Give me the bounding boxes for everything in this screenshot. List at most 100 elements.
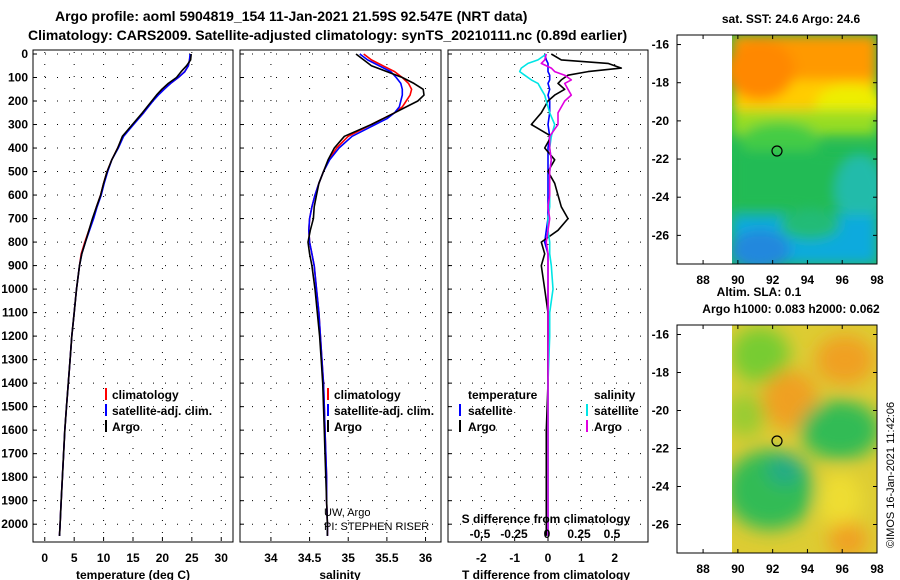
depth-tick-label: 200 [8, 94, 28, 108]
legend-sal-argo: Argo [594, 420, 622, 434]
depth-tick-label: 1400 [1, 376, 28, 390]
depth-tick-label: 400 [8, 141, 28, 155]
legend-climatology: climatology [334, 388, 401, 402]
legend-argo: Argo [334, 420, 362, 434]
x-tick-label: 34.5 [298, 551, 322, 565]
salinity-panel-frame [239, 49, 442, 543]
map-y-tick-label: -16 [652, 38, 670, 52]
sst-map-image [732, 35, 877, 264]
s-tick: -0.25 [500, 527, 528, 541]
map-y-tick-label: -20 [652, 404, 670, 418]
x-tick-label: 25 [185, 551, 199, 565]
map-x-tick-label: 88 [696, 273, 710, 287]
x-tick-label: 0 [41, 551, 48, 565]
map-x-tick-label: 90 [731, 562, 745, 576]
temperature-series-climatology [58, 53, 192, 536]
temperature-panel [58, 53, 192, 536]
map-x-tick-label: 92 [766, 562, 780, 576]
depth-tick-label: 1900 [1, 494, 28, 508]
salinity-series-climatology [307, 53, 413, 536]
legend-argo: Argo [112, 420, 140, 434]
title-line-1: Argo profile: aoml 5904819_154 11-Jan-20… [55, 8, 527, 24]
salinity-series-argo [307, 53, 425, 536]
temperature-xlabel: temperature (deg C) [76, 568, 190, 580]
map-y-tick-label: -26 [652, 518, 670, 532]
map-x-tick-label: 92 [766, 273, 780, 287]
difference-xlabel: T difference from climatology [462, 568, 630, 580]
difference-s-label: S difference from climatology [462, 512, 631, 526]
sla-map-frame [676, 324, 878, 554]
x-tick-label: 35 [342, 551, 356, 565]
x-tick-label: 20 [156, 551, 170, 565]
s-tick: 0 [544, 527, 551, 541]
x-tick-label: 15 [126, 551, 140, 565]
legend-temp-argo: Argo [468, 420, 496, 434]
x-tick-label: 36 [419, 551, 433, 565]
depth-tick-label: 1500 [1, 400, 28, 414]
salinity-legend: climatology satellite-adj. clim. Argo [327, 388, 434, 434]
map-y-tick-label: -20 [652, 114, 670, 128]
legend-header-salinity: salinity [594, 388, 636, 402]
map-x-tick-label: 88 [696, 562, 710, 576]
sst-map-frame [676, 34, 878, 265]
depth-tick-label: 1700 [1, 447, 28, 461]
depth-tick-label: 100 [8, 71, 28, 85]
difference-legend: temperature salinity satellite Argo sate… [459, 388, 639, 434]
salinity-xlabel: salinity [319, 568, 361, 580]
s-tick: -0.5 [470, 527, 491, 541]
credit-pi: PI: STEPHEN RISER [324, 521, 429, 533]
x-tick-label: 2 [611, 551, 618, 565]
depth-tick-label: 600 [8, 188, 28, 202]
x-tick-label: 5 [71, 551, 78, 565]
map-x-tick-label: 94 [801, 562, 815, 576]
map-x-tick-label: 96 [836, 273, 850, 287]
depth-tick-label: 0 [21, 47, 28, 61]
temperature-series-satellite-adj-clim- [58, 53, 191, 536]
sla-map-axes: 88 90 92 94 96 98 -16 -18 -20 -22 -24 -26 [652, 325, 884, 576]
depth-tick-label: 2000 [1, 517, 28, 531]
depth-tick-label: 1000 [1, 282, 28, 296]
legend-sal-satellite: satellite [594, 404, 639, 418]
depth-tick-label: 1200 [1, 329, 28, 343]
sla-argo-marker [771, 435, 783, 447]
legend-header-temperature: temperature [468, 388, 538, 402]
salinity-panel [307, 53, 425, 536]
map-y-tick-label: -26 [652, 228, 670, 242]
sst-argo-marker [771, 145, 783, 157]
x-tick-label: 1 [578, 551, 585, 565]
panel-grids: 0 5 10 15 20 25 30 34 34.5 35 35.5 36 -2 -1 0 1 2 [33, 52, 648, 565]
temperature-panel-frame [32, 49, 234, 543]
x-tick-label: 10 [97, 551, 111, 565]
x-tick-label: 0 [545, 551, 552, 565]
depth-tick-label: 1100 [2, 306, 28, 320]
map-y-tick-label: -24 [652, 190, 670, 204]
legend-satellite: satellite-adj. clim. [334, 404, 434, 418]
title-line-2: Climatology: CARS2009. Satellite-adjuste… [28, 27, 627, 43]
sst-map-title: sat. SST: 24.6 Argo: 24.6 [722, 12, 861, 26]
map-y-tick-label: -18 [652, 366, 670, 380]
legend-climatology: climatology [112, 388, 179, 402]
difference-s-ticks: -0.5 -0.25 0 0.25 0.5 [470, 527, 621, 541]
map-y-tick-label: -16 [652, 328, 670, 342]
depth-tick-label: 1600 [1, 423, 28, 437]
depth-tick-label: 500 [8, 165, 28, 179]
difference-series-salinity-argo [540, 53, 573, 536]
legend-temp-satellite: satellite [468, 404, 513, 418]
difference-panel [518, 53, 623, 536]
sst-map-axes: 88 90 92 94 96 98 -16 -18 -20 -22 -24 -26 [652, 35, 884, 287]
map-y-tick-label: -18 [652, 76, 670, 90]
depth-tick-label: 300 [8, 118, 28, 132]
map-x-tick-label: 96 [836, 562, 850, 576]
depth-tick-label: 1800 [1, 470, 28, 484]
depth-axis: 0 100 200 300 400 500 600 700 800 900 1000 1100 1200… [1, 47, 28, 531]
depth-tick-label: 800 [8, 235, 28, 249]
s-tick: 0.25 [567, 527, 591, 541]
map-y-tick-label: -22 [652, 152, 670, 166]
x-tick-label: -2 [476, 551, 487, 565]
imos-credit: ©IMOS 16-Jan-2021 11:42:06 [885, 402, 897, 548]
depth-tick-label: 1300 [1, 353, 28, 367]
depth-tick-label: 700 [8, 212, 28, 226]
credit-institution: UW, Argo [324, 507, 370, 519]
difference-series-temperature-argo [530, 53, 623, 536]
map-x-tick-label: 98 [870, 273, 884, 287]
